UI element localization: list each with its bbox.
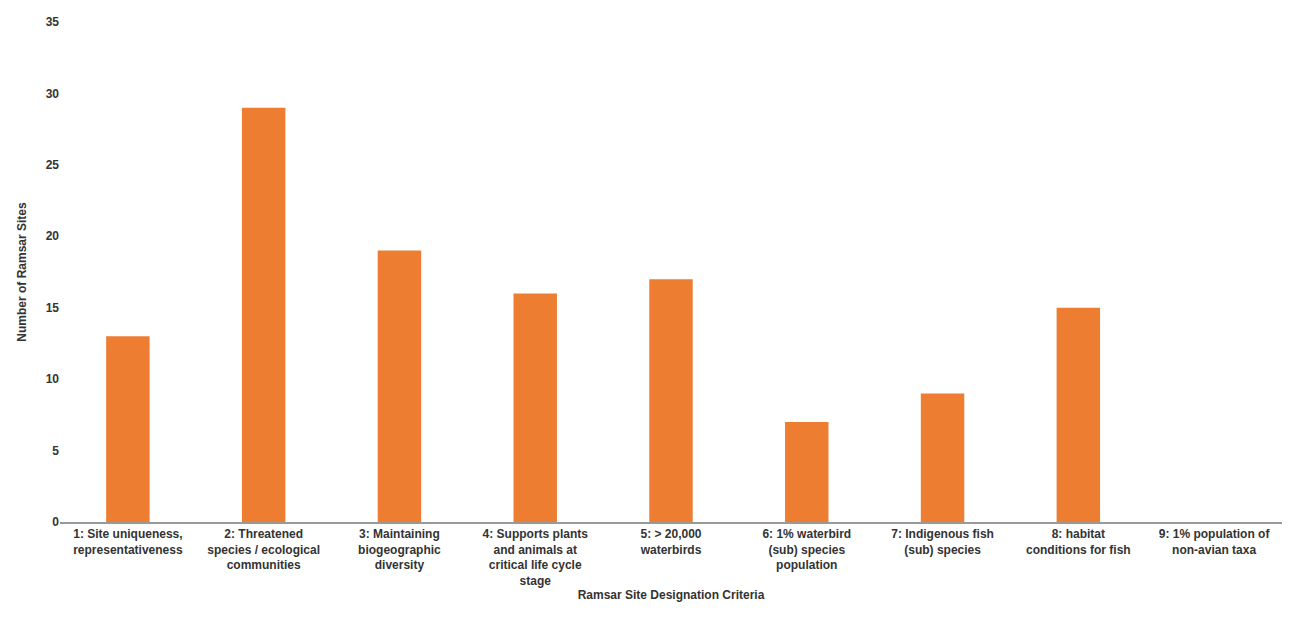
- svg-text:4: Supports plantsand animals: 4: Supports plantsand animals atcritical…: [483, 527, 589, 588]
- svg-text:0: 0: [52, 515, 59, 529]
- svg-text:5: 5: [52, 444, 59, 458]
- svg-text:30: 30: [46, 87, 60, 101]
- svg-text:2: Threatenedspecies / ecologi: 2: Threatenedspecies / ecologicalcommuni…: [207, 527, 320, 572]
- svg-text:8: habitatconditions for fish: 8: habitatconditions for fish: [1026, 527, 1131, 557]
- svg-text:7: Indigenous fish(sub) specie: 7: Indigenous fish(sub) species: [891, 527, 994, 557]
- svg-text:Number of Ramsar Sites: Number of Ramsar Sites: [15, 202, 29, 342]
- svg-text:25: 25: [46, 158, 60, 172]
- svg-text:5: > 20,000waterbirds: 5: > 20,000waterbirds: [640, 527, 702, 557]
- svg-text:Ramsar Site Designation Criter: Ramsar Site Designation Criteria: [578, 588, 765, 602]
- svg-text:35: 35: [46, 15, 60, 29]
- svg-text:15: 15: [46, 301, 60, 315]
- svg-text:10: 10: [46, 372, 60, 386]
- svg-text:3: Maintainingbiogeographicdiv: 3: Maintainingbiogeographicdiversity: [358, 527, 441, 572]
- svg-text:20: 20: [46, 229, 60, 243]
- svg-text:1: Site uniqueness,representat: 1: Site uniqueness,representativeness: [73, 527, 183, 557]
- svg-text:9: 1% population ofnon-avian t: 9: 1% population ofnon-avian taxa: [1159, 527, 1271, 557]
- svg-text:6: 1% waterbird(sub) speciespo: 6: 1% waterbird(sub) speciespopulation: [762, 527, 851, 572]
